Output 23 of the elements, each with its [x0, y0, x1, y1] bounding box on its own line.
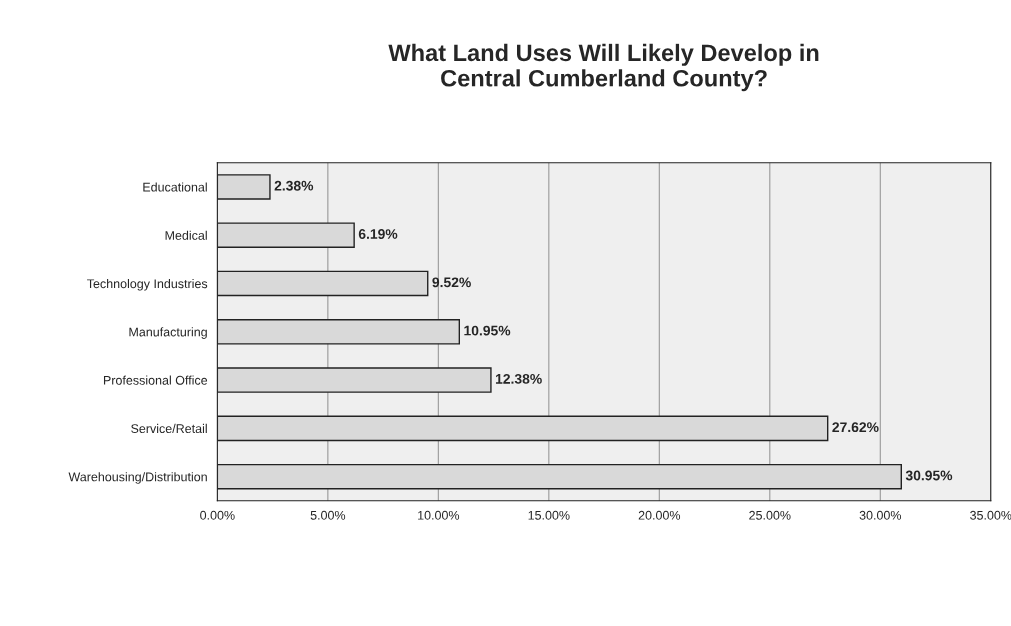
x-tick-label: 20.00%	[638, 510, 681, 520]
data-label: 30.95%	[905, 470, 953, 481]
data-label: 6.19%	[358, 229, 398, 239]
x-tick-label: 15.00%	[528, 510, 570, 520]
data-label: 9.52%	[432, 277, 471, 288]
x-tick-label: 10.00%	[418, 510, 460, 520]
x-tick-label: 30.00%	[859, 510, 902, 520]
y-tick-label: Warehousing/Distribution	[68, 472, 207, 484]
data-label: 10.95%	[464, 325, 511, 336]
x-tick-label: 5.00%	[310, 510, 346, 520]
data-label: 2.38%	[274, 180, 314, 191]
y-tick-label: Professional Office	[103, 375, 208, 385]
chart-title: What Land Uses Will Likely Develop in Central Cumberland County?	[388, 43, 819, 92]
data-label: 27.62%	[832, 422, 879, 433]
data-label: 12.38%	[495, 373, 542, 384]
y-tick-label: Educational	[143, 182, 207, 192]
y-tick-label: Service/Retail	[131, 423, 207, 434]
x-tick-label: 35.00%	[970, 510, 1011, 520]
x-tick-label: 25.00%	[749, 510, 791, 520]
y-tick-label: Medical	[165, 230, 207, 240]
y-tick-label: Technology Industries	[87, 278, 208, 291]
y-tick-label: Manufacturing	[129, 327, 207, 339]
x-tick-label: 0.00%	[200, 510, 235, 520]
